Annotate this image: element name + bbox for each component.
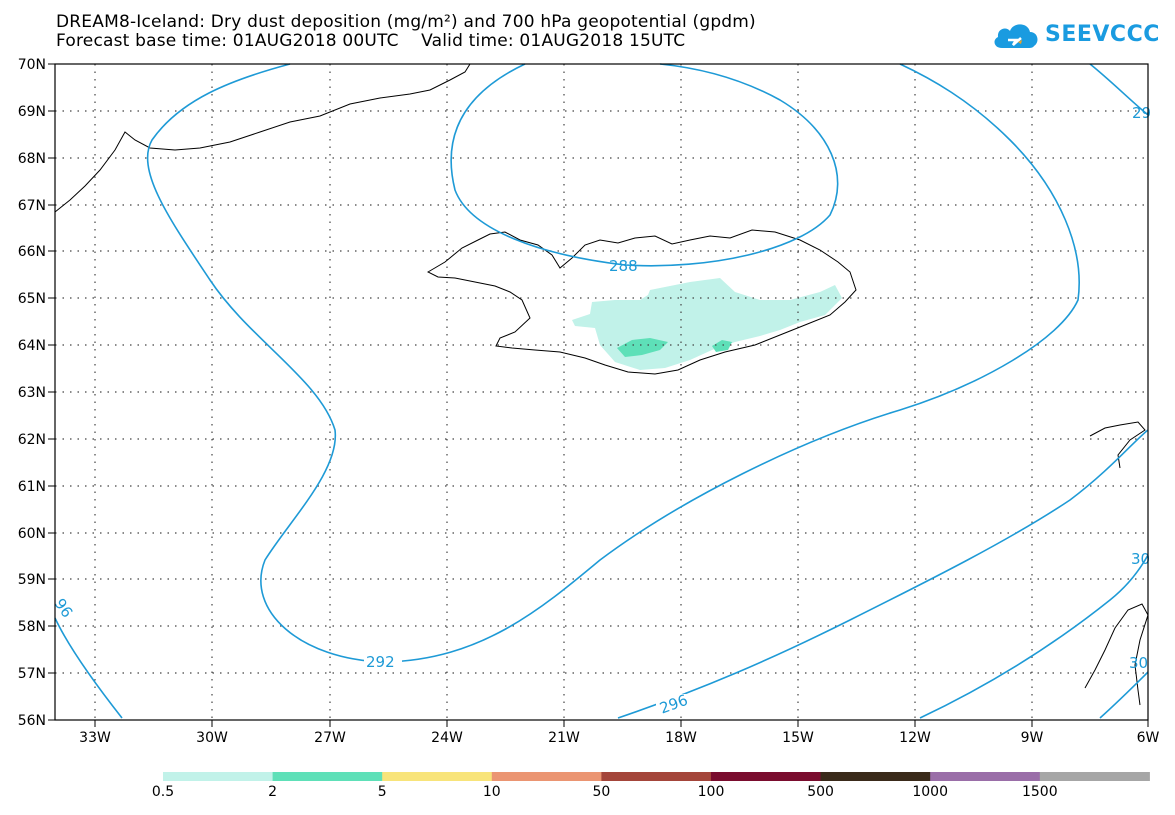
legend-swatch	[601, 772, 712, 781]
legend-swatch	[491, 772, 602, 781]
lon-label: 21W	[548, 730, 580, 746]
cloud-icon	[994, 24, 1038, 48]
norway-coast-lower	[1084, 603, 1149, 706]
lon-label: 27W	[314, 730, 346, 746]
norway-coast-upper	[1089, 421, 1146, 469]
lat-label: 60N	[18, 526, 46, 542]
legend-label: 2	[268, 784, 278, 800]
greenland-coast	[54, 63, 471, 213]
legend-label: 100	[697, 784, 725, 800]
lon-label: 33W	[79, 730, 111, 746]
logo-text: SEEVCCC	[1045, 22, 1160, 47]
grid-lines	[55, 64, 1148, 720]
legend-label: 50	[592, 784, 611, 800]
lon-label: 15W	[782, 730, 814, 746]
legend-label: 5	[377, 784, 387, 800]
lon-label: 12W	[899, 730, 931, 746]
lat-label: 68N	[18, 151, 46, 167]
seevccc-logo: SEEVCCC	[990, 18, 1159, 58]
lat-label: 62N	[18, 432, 46, 448]
lat-label: 58N	[18, 619, 46, 635]
lon-label: 9W	[1021, 730, 1044, 746]
legend-swatch	[1039, 772, 1150, 781]
legend-swatch	[163, 772, 274, 781]
legend-label: 0.5	[151, 784, 175, 800]
lon-label: 30W	[196, 730, 228, 746]
longitude-labels: 33W 30W 27W 24W 21W 18W 15W 12W 9W 6W	[79, 730, 1159, 746]
legend-label: 500	[807, 784, 834, 800]
geopotential-contours	[54, 63, 1149, 719]
contour-label-292: 292	[366, 653, 395, 671]
map-subtitle: Forecast base time: 01AUG2018 00UTC Vali…	[56, 31, 686, 51]
legend-swatch	[930, 772, 1041, 781]
contour-label-30: 30	[1131, 550, 1150, 568]
lon-label: 18W	[665, 730, 697, 746]
lat-label: 65N	[18, 291, 46, 307]
contour-label-30b: 30	[1129, 654, 1148, 672]
coastlines	[54, 63, 1149, 706]
legend-swatch	[711, 772, 822, 781]
lat-label: 63N	[18, 385, 46, 401]
legend-label: 1000	[912, 784, 949, 800]
contour-label-288: 288	[609, 257, 638, 275]
lat-label: 61N	[18, 479, 46, 495]
lat-label: 69N	[18, 104, 46, 120]
lat-label: 70N	[18, 57, 46, 73]
dust-deposition-shading	[572, 278, 842, 370]
lat-label: 59N	[18, 572, 46, 588]
lat-label: 64N	[18, 338, 46, 354]
legend-swatch	[820, 772, 931, 781]
lat-label: 56N	[18, 713, 46, 729]
axis-ticks	[48, 63, 1149, 727]
legend-swatch	[382, 772, 493, 781]
latitude-labels: 70N 69N 68N 67N 66N 65N 64N 63N 62N 61N …	[18, 57, 46, 729]
legend-label: 10	[482, 784, 501, 800]
legend-color-bar	[163, 772, 1150, 781]
iceland-coast	[426, 229, 857, 375]
lat-label: 67N	[18, 198, 46, 214]
map-title: DREAM8-Iceland: Dry dust deposition (mg/…	[56, 12, 756, 32]
contour-label-29: 29	[1132, 104, 1151, 122]
lon-label: 6W	[1137, 730, 1160, 746]
legend-label: 1500	[1021, 784, 1058, 800]
legend-swatch	[272, 772, 383, 781]
lon-label: 24W	[431, 730, 463, 746]
lat-label: 66N	[18, 244, 46, 260]
map-frame	[54, 63, 1149, 721]
lat-label: 57N	[18, 666, 46, 682]
